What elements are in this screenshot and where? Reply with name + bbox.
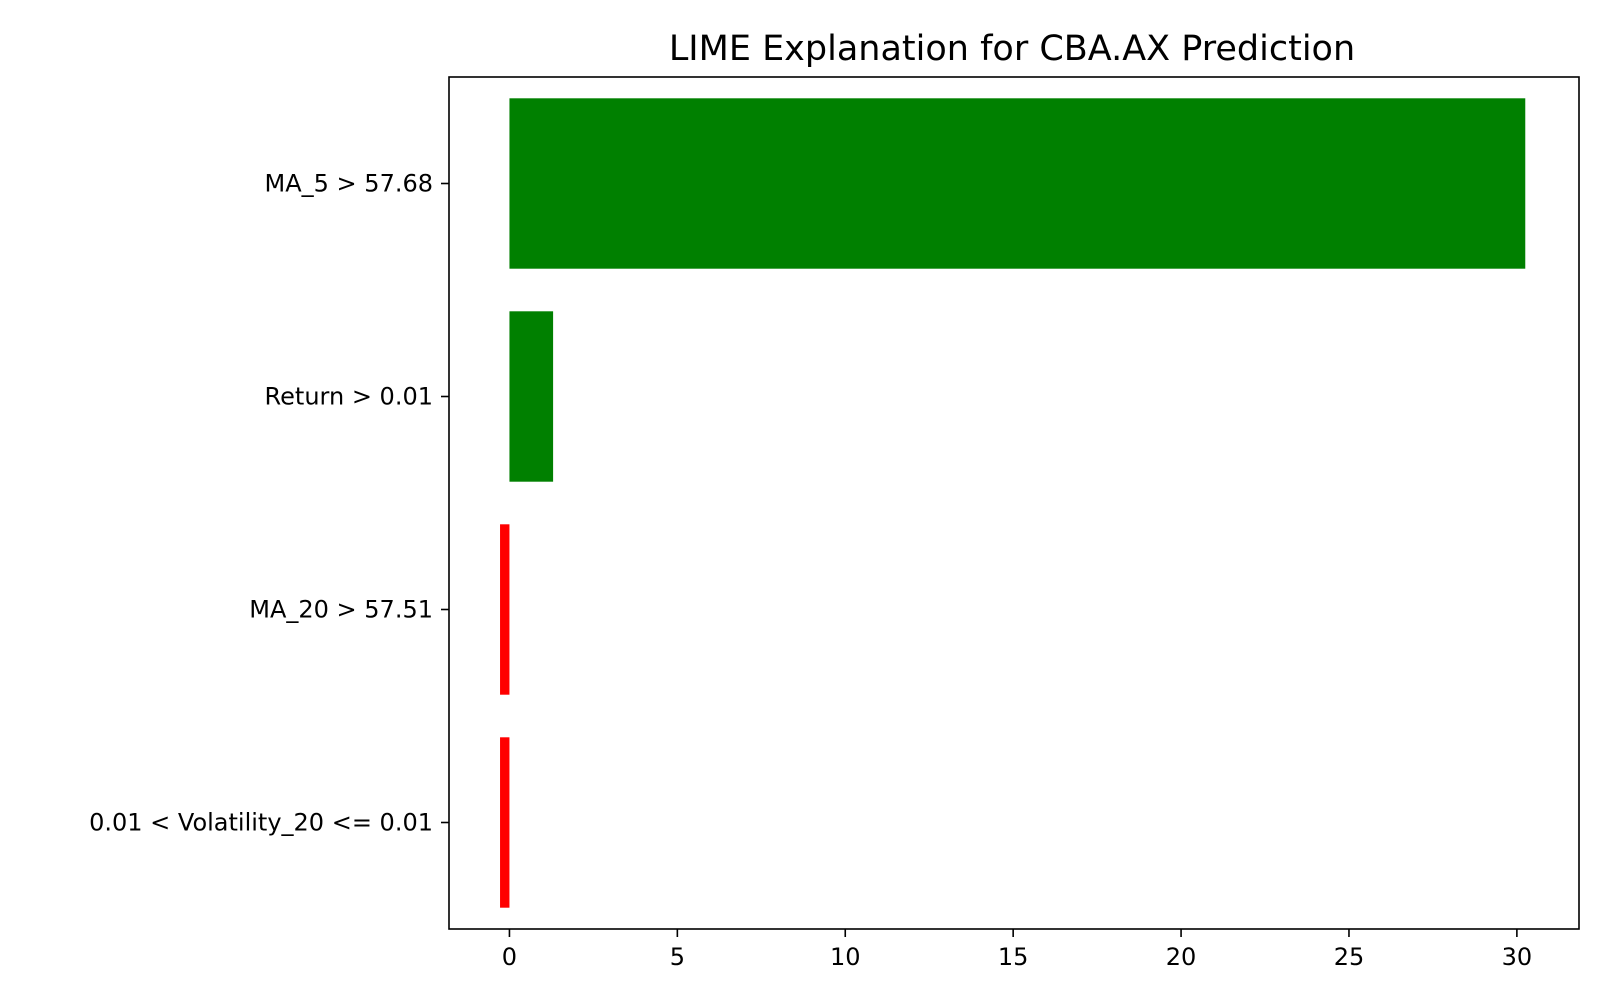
y-axis: MA_5 > 57.68 Return > 0.01 MA_20 > 57.51 0.… — [89, 170, 449, 837]
chart-title: LIME Explanation for CBA.AX Prediction — [669, 29, 1355, 69]
x-tick-label: 10 — [830, 943, 861, 971]
y-tick-label: 0.01 < Volatility_20 <= 0.01 — [89, 809, 433, 837]
x-tick-label: 0 — [502, 943, 517, 971]
x-tick-label: 15 — [998, 943, 1029, 971]
plot-frame — [448, 76, 1580, 930]
x-tick-label: 5 — [670, 943, 685, 971]
x-tick-label: 30 — [1502, 943, 1533, 971]
y-tick-label: Return > 0.01 — [265, 383, 433, 411]
y-tick-label: MA_20 > 57.51 — [249, 596, 433, 624]
bar-3 — [500, 524, 510, 695]
x-axis: 0 5 10 15 20 25 30 — [502, 929, 1532, 971]
bar-1 — [509, 98, 1526, 269]
bars-group — [500, 98, 1526, 908]
x-tick-label: 20 — [1166, 943, 1197, 971]
bar-4 — [500, 737, 510, 908]
y-tick-label: MA_5 > 57.68 — [265, 170, 433, 198]
bar-2 — [509, 311, 554, 482]
x-tick-label: 25 — [1334, 943, 1365, 971]
